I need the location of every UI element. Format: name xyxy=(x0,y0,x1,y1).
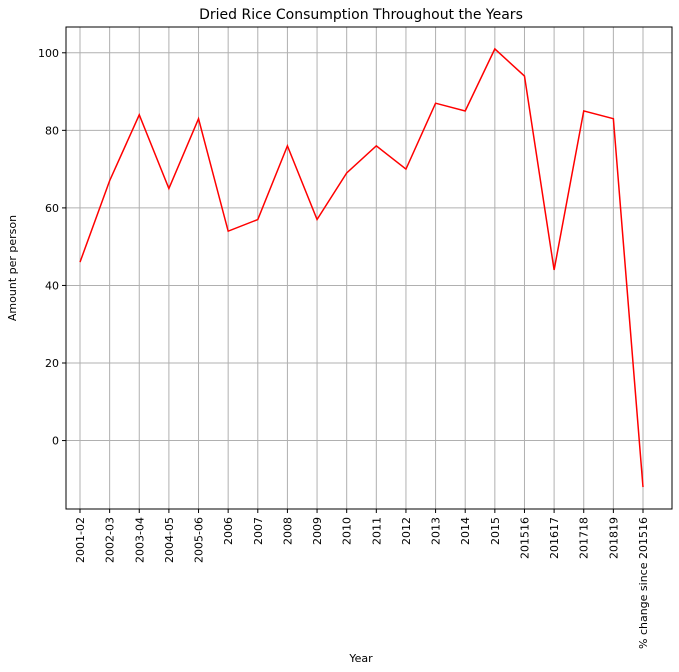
series-line xyxy=(79,47,644,488)
y-tick-label: 80 xyxy=(45,124,59,137)
grid xyxy=(66,27,672,509)
x-tick-label: 201516 xyxy=(518,517,531,559)
x-tick-label: 2009 xyxy=(311,517,324,545)
y-tick-label: 100 xyxy=(38,47,59,60)
y-tick-label: 20 xyxy=(45,357,59,370)
x-tick-label: 201819 xyxy=(607,517,620,559)
x-tick-label: 2002-03 xyxy=(104,517,117,563)
x-tick-label: 2007 xyxy=(252,517,265,545)
x-tick-label: % change since 201516 xyxy=(637,517,650,649)
axis-ticks: 2001-02 2002-03 2003-04 2004-05 2005-06 2006 2… xyxy=(38,47,650,649)
x-tick-label: 2014 xyxy=(459,517,472,545)
x-tick-label: 2013 xyxy=(430,517,443,545)
series-layer xyxy=(79,47,644,488)
chart-title: Dried Rice Consumption Throughout the Ye… xyxy=(199,7,523,23)
x-tick-label: 2005-06 xyxy=(193,517,206,563)
y-axis-label: Amount per person xyxy=(6,215,19,321)
x-tick-label: 201718 xyxy=(578,517,591,559)
y-tick-label: 0 xyxy=(52,435,59,448)
y-tick-label: 40 xyxy=(45,279,59,292)
y-tick-label: 60 xyxy=(45,202,59,215)
x-tick-label: 2008 xyxy=(281,517,294,545)
plot-frame xyxy=(65,26,673,510)
x-tick-label: 2006 xyxy=(222,517,235,545)
x-tick-label: 2003-04 xyxy=(133,517,146,563)
x-tick-label: 2012 xyxy=(400,517,413,545)
x-axis-label: Year xyxy=(348,652,373,665)
x-tick-label: 201617 xyxy=(548,517,561,559)
x-tick-label: 2001-02 xyxy=(74,517,87,563)
x-tick-label: 2011 xyxy=(370,517,383,545)
x-tick-label: 2015 xyxy=(489,517,502,545)
x-tick-label: 2004-05 xyxy=(163,517,176,563)
x-tick-label: 2010 xyxy=(341,517,354,545)
